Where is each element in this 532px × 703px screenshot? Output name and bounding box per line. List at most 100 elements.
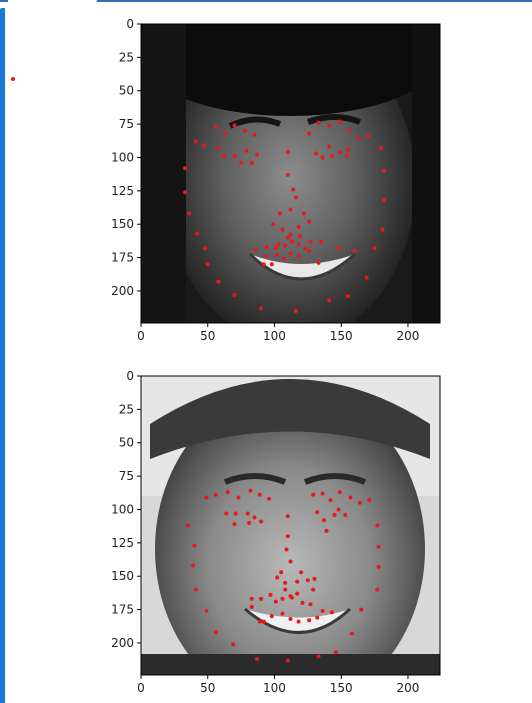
- landmark-point: [347, 128, 352, 133]
- landmark-point: [348, 495, 353, 500]
- landmark-point: [275, 252, 280, 257]
- y-tick-label: 150: [111, 217, 134, 231]
- landmark-point: [252, 515, 257, 520]
- landmark-point: [359, 607, 364, 612]
- y-tick-label: 100: [111, 502, 134, 516]
- landmark-point: [301, 211, 306, 216]
- landmark-point: [232, 522, 237, 527]
- landmark-point: [269, 614, 274, 619]
- landmark-point: [365, 134, 370, 139]
- x-tick-label: 100: [263, 681, 286, 695]
- landmark-point: [255, 656, 260, 661]
- landmark-point: [291, 187, 296, 192]
- landmark-point: [329, 154, 334, 159]
- landmark-point: [345, 294, 350, 299]
- landmark-point: [320, 491, 325, 496]
- landmark-point: [311, 492, 316, 497]
- landmark-point: [245, 511, 250, 516]
- landmark-point: [293, 308, 298, 313]
- cell-selection-bar[interactable]: [0, 8, 5, 703]
- landmark-point: [337, 150, 342, 155]
- landmark-point: [283, 587, 288, 592]
- landmark-point: [329, 610, 334, 615]
- landmark-point: [316, 654, 321, 659]
- landmark-point: [379, 146, 384, 151]
- landmark-point: [288, 616, 293, 621]
- landmark-point: [381, 168, 386, 173]
- landmark-point: [271, 222, 276, 227]
- landmark-point: [357, 500, 362, 505]
- landmark-point: [232, 292, 237, 297]
- landmark-point: [285, 658, 290, 663]
- landmark-point: [380, 227, 385, 232]
- landmark-point: [328, 498, 333, 503]
- landmark-point: [216, 279, 221, 284]
- landmark-point: [259, 306, 264, 311]
- landmark-point: [257, 619, 262, 624]
- landmark-point: [232, 154, 237, 159]
- landmark-point: [288, 207, 293, 212]
- landmark-point: [243, 128, 248, 133]
- landmark-point: [285, 514, 290, 519]
- landmark-point: [289, 239, 294, 244]
- landmark-point: [296, 254, 301, 259]
- landmark-point: [191, 563, 196, 568]
- x-tick-label: 0: [137, 329, 145, 343]
- landmark-point: [264, 254, 269, 259]
- landmark-point: [375, 523, 380, 528]
- landmark-point: [295, 579, 300, 584]
- landmark-point: [307, 131, 312, 136]
- landmark-point: [307, 248, 312, 253]
- face-plot-1: 0 50 100 150 200 0 25 50 75 100 125 150 175 200: [111, 17, 441, 343]
- landmark-point: [185, 523, 190, 528]
- landmark-point: [327, 298, 332, 303]
- landmark-point: [376, 544, 381, 549]
- landmark-point: [285, 150, 290, 155]
- landmark-point: [283, 243, 288, 248]
- landmark-point: [280, 596, 285, 601]
- landmark-point: [269, 262, 274, 267]
- landmark-point: [283, 580, 288, 585]
- landmark-point: [288, 559, 293, 564]
- landmark-point: [316, 260, 321, 265]
- x-tick-label: 150: [330, 329, 353, 343]
- landmark-point: [204, 608, 209, 613]
- y-tick-label: 75: [119, 469, 134, 483]
- y-tick-label: 50: [119, 436, 134, 450]
- landmark-point: [300, 600, 305, 605]
- landmark-point: [305, 578, 310, 583]
- landmark-point: [231, 642, 236, 647]
- landmark-point: [213, 630, 218, 635]
- landmark-point: [221, 154, 226, 159]
- landmark-point: [193, 139, 198, 144]
- landmark-point: [327, 123, 332, 128]
- landmark-point: [288, 232, 293, 237]
- landmark-point: [327, 144, 332, 149]
- landmark-point: [315, 510, 320, 515]
- landmark-point: [345, 147, 350, 152]
- y-tick-label: 50: [119, 84, 134, 98]
- landmark-point: [295, 591, 300, 596]
- landmark-point: [297, 234, 302, 239]
- landmark-point: [264, 244, 269, 249]
- x-tick-label: 50: [200, 329, 215, 343]
- landmark-point: [320, 608, 325, 613]
- landmark-point: [296, 619, 301, 624]
- landmark-point: [268, 592, 273, 597]
- landmark-point: [343, 512, 348, 517]
- landmark-point: [313, 151, 318, 156]
- landmark-point: [277, 211, 282, 216]
- y-tick-label: 200: [111, 284, 134, 298]
- landmark-point: [344, 154, 349, 159]
- landmark-point: [315, 615, 320, 620]
- landmark-point: [381, 198, 386, 203]
- landmark-point: [249, 604, 254, 609]
- landmark-point: [372, 246, 377, 251]
- landmark-point: [285, 235, 290, 240]
- landmark-point: [296, 224, 301, 229]
- x-tick-label: 50: [200, 681, 215, 695]
- landmark-point: [307, 219, 312, 224]
- landmark-point: [321, 518, 326, 523]
- landmark-point: [337, 490, 342, 495]
- landmark-point: [303, 246, 308, 251]
